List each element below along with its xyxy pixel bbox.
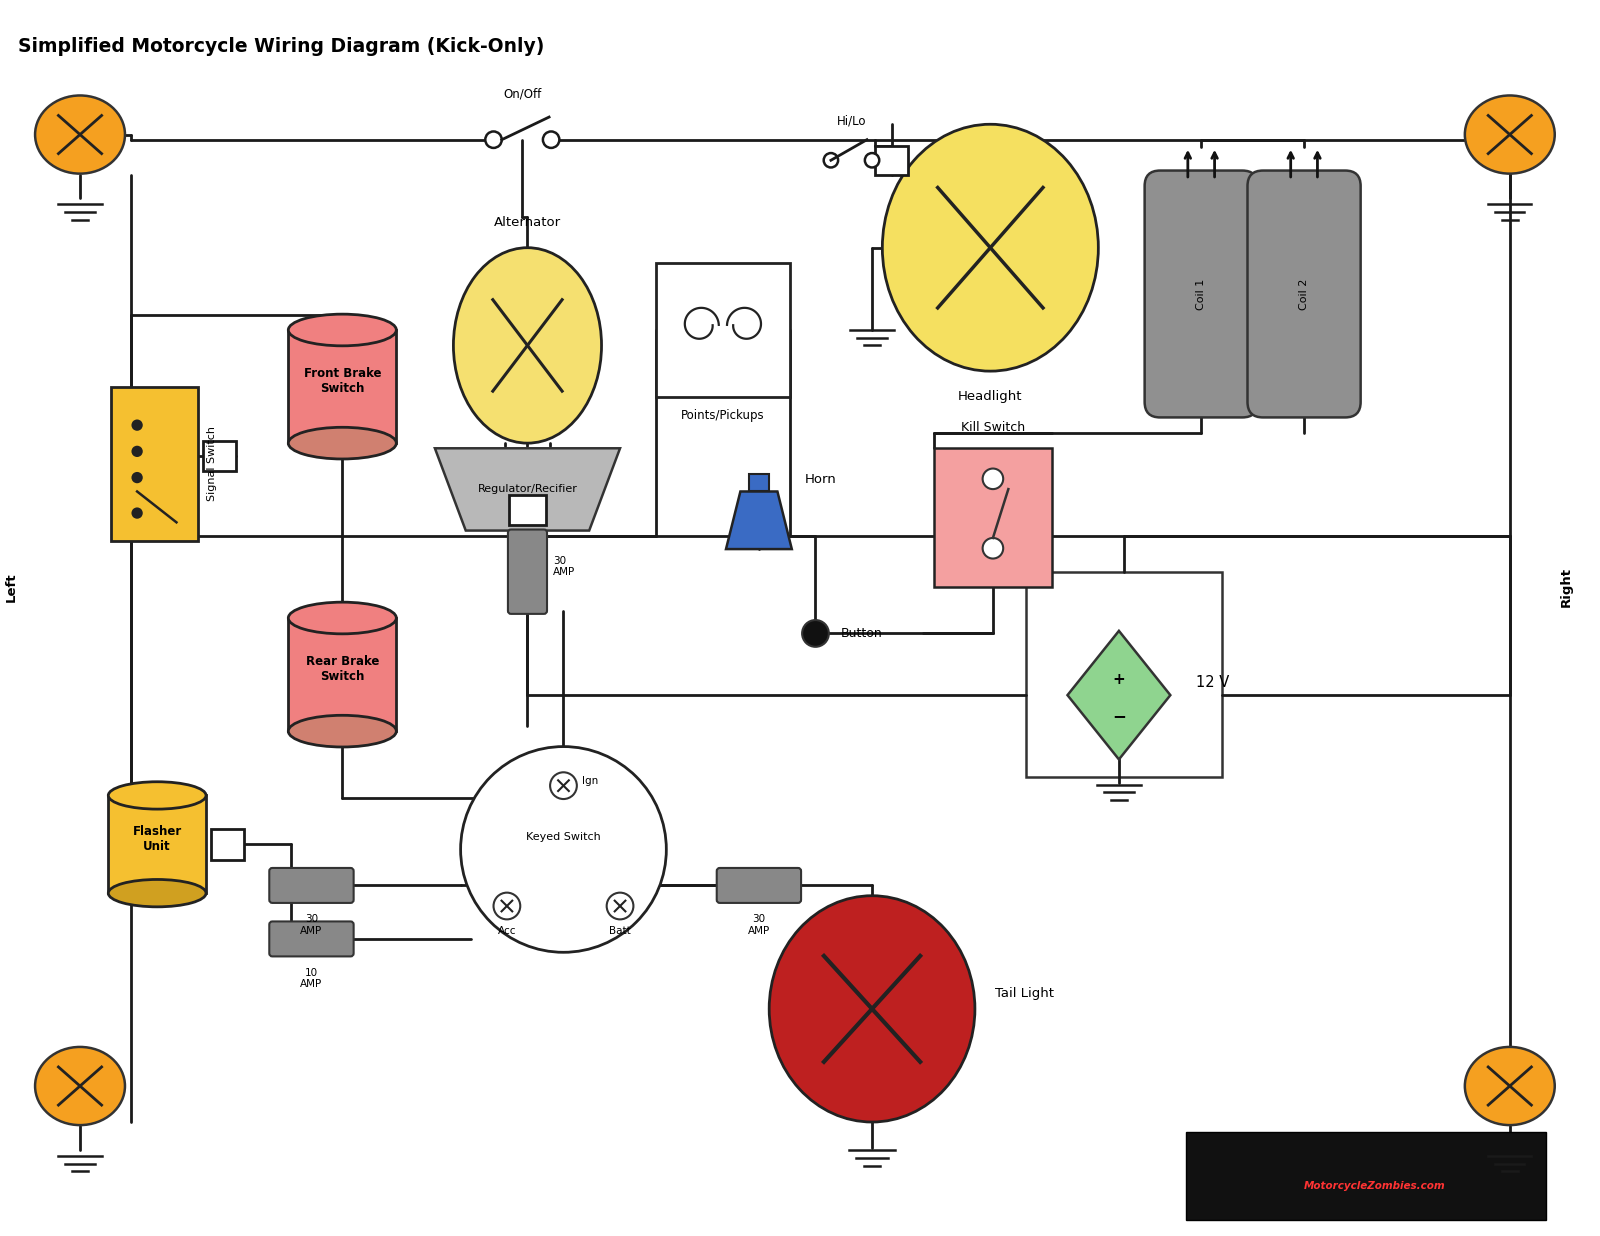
FancyBboxPatch shape: [288, 618, 397, 732]
Polygon shape: [749, 473, 770, 492]
Text: 30
AMP: 30 AMP: [554, 556, 576, 577]
Circle shape: [485, 131, 502, 148]
Ellipse shape: [453, 247, 602, 444]
FancyBboxPatch shape: [1248, 171, 1360, 418]
FancyBboxPatch shape: [717, 868, 802, 904]
Text: Horn: Horn: [805, 472, 837, 486]
FancyBboxPatch shape: [934, 449, 1053, 587]
Ellipse shape: [288, 602, 397, 634]
Circle shape: [606, 892, 634, 920]
Text: Regulator/Recifier: Regulator/Recifier: [477, 485, 578, 494]
Circle shape: [542, 131, 560, 148]
Text: Hi/Lo: Hi/Lo: [837, 115, 866, 127]
Circle shape: [131, 419, 142, 431]
Text: 12 V: 12 V: [1197, 675, 1229, 690]
Polygon shape: [1067, 630, 1170, 759]
FancyBboxPatch shape: [109, 796, 206, 894]
Text: Tail Light: Tail Light: [995, 986, 1054, 1000]
Circle shape: [982, 468, 1003, 489]
Text: Simplified Motorcycle Wiring Diagram (Kick-Only): Simplified Motorcycle Wiring Diagram (Ki…: [18, 37, 544, 56]
Ellipse shape: [288, 428, 397, 459]
Text: Alternator: Alternator: [494, 216, 562, 229]
FancyBboxPatch shape: [875, 146, 909, 174]
FancyBboxPatch shape: [269, 868, 354, 904]
Ellipse shape: [109, 880, 206, 907]
Text: +: +: [1112, 672, 1125, 687]
FancyBboxPatch shape: [656, 263, 790, 397]
Text: 30
AMP: 30 AMP: [747, 915, 770, 936]
Ellipse shape: [288, 314, 397, 346]
FancyBboxPatch shape: [203, 440, 237, 471]
Text: On/Off: On/Off: [504, 88, 541, 100]
Circle shape: [802, 620, 829, 646]
Circle shape: [461, 747, 666, 952]
Circle shape: [982, 538, 1003, 559]
Text: Rear Brake
Switch: Rear Brake Switch: [306, 655, 379, 684]
Text: 10
AMP: 10 AMP: [301, 968, 323, 989]
FancyBboxPatch shape: [288, 330, 397, 444]
Circle shape: [131, 446, 142, 457]
FancyBboxPatch shape: [211, 829, 243, 860]
FancyBboxPatch shape: [509, 494, 546, 525]
Text: Ign: Ign: [582, 775, 598, 786]
FancyBboxPatch shape: [110, 387, 198, 541]
Text: Points/Pickups: Points/Pickups: [682, 409, 765, 423]
Circle shape: [866, 153, 880, 167]
FancyBboxPatch shape: [507, 529, 547, 614]
Polygon shape: [435, 449, 621, 530]
Ellipse shape: [1466, 95, 1555, 173]
Text: 30
AMP: 30 AMP: [301, 915, 323, 936]
Circle shape: [824, 153, 838, 167]
Ellipse shape: [770, 896, 974, 1122]
Circle shape: [131, 472, 142, 483]
Text: Coil 1: Coil 1: [1197, 278, 1206, 309]
Text: Batt: Batt: [610, 926, 630, 936]
Text: Right: Right: [1560, 567, 1573, 607]
FancyBboxPatch shape: [1186, 1132, 1546, 1220]
Text: MotorcycleZombies.com: MotorcycleZombies.com: [1304, 1180, 1446, 1190]
Ellipse shape: [109, 781, 206, 810]
Ellipse shape: [35, 1047, 125, 1125]
Ellipse shape: [882, 125, 1098, 371]
Polygon shape: [726, 492, 792, 549]
Ellipse shape: [288, 716, 397, 747]
Text: Left: Left: [5, 572, 18, 602]
Circle shape: [550, 772, 578, 798]
FancyBboxPatch shape: [269, 922, 354, 957]
Ellipse shape: [1466, 1047, 1555, 1125]
Ellipse shape: [35, 95, 125, 173]
Text: Kill Switch: Kill Switch: [962, 421, 1026, 434]
Text: Button: Button: [842, 627, 883, 640]
Text: Headlight: Headlight: [958, 389, 1022, 403]
Text: Signal Switch: Signal Switch: [206, 426, 216, 502]
Text: −: −: [1112, 707, 1126, 724]
Text: Keyed Switch: Keyed Switch: [526, 832, 602, 842]
Text: Flasher
Unit: Flasher Unit: [133, 826, 182, 853]
Circle shape: [131, 508, 142, 519]
Text: Coil 2: Coil 2: [1299, 278, 1309, 310]
Text: Front Brake
Switch: Front Brake Switch: [304, 367, 381, 396]
Text: Acc: Acc: [498, 926, 517, 936]
FancyBboxPatch shape: [1144, 171, 1258, 418]
Circle shape: [493, 892, 520, 920]
